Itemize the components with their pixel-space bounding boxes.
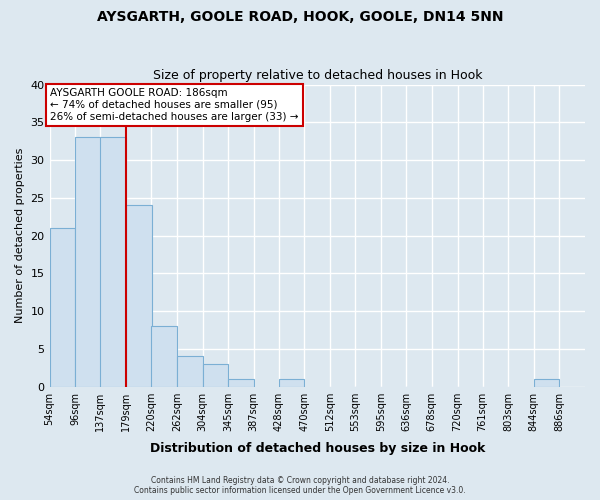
Text: AYSGARTH GOOLE ROAD: 186sqm
← 74% of detached houses are smaller (95)
26% of sem: AYSGARTH GOOLE ROAD: 186sqm ← 74% of det… [50, 88, 298, 122]
Text: AYSGARTH, GOOLE ROAD, HOOK, GOOLE, DN14 5NN: AYSGARTH, GOOLE ROAD, HOOK, GOOLE, DN14 … [97, 10, 503, 24]
Bar [151, 326, 177, 386]
Bar [126, 206, 152, 386]
Title: Size of property relative to detached houses in Hook: Size of property relative to detached ho… [152, 69, 482, 82]
X-axis label: Distribution of detached houses by size in Hook: Distribution of detached houses by size … [149, 442, 485, 455]
Bar [75, 138, 101, 386]
Bar [228, 379, 254, 386]
Bar [533, 379, 559, 386]
Y-axis label: Number of detached properties: Number of detached properties [15, 148, 25, 324]
Text: Contains HM Land Registry data © Crown copyright and database right 2024.
Contai: Contains HM Land Registry data © Crown c… [134, 476, 466, 495]
Bar [50, 228, 75, 386]
Bar [100, 138, 126, 386]
Bar [177, 356, 203, 386]
Bar [203, 364, 229, 386]
Bar [278, 379, 304, 386]
